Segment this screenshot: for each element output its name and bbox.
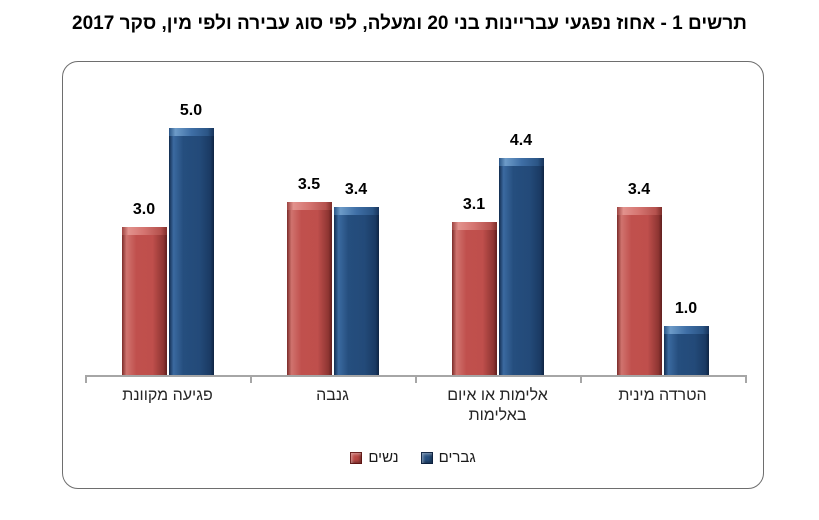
bar-men-2	[333, 207, 379, 375]
bar-value-label-women-2: 3.5	[297, 176, 321, 193]
x-axis-tick-0	[85, 375, 87, 383]
plot-area: 3.0 5.0 3.5 3.4 3.1 4.4 3.4 1.0	[85, 102, 745, 375]
bar-men-4	[663, 326, 709, 375]
bar-women-1	[121, 227, 167, 375]
bar-men-3	[498, 158, 544, 375]
bar-value-label-men-1: 5.0	[179, 102, 203, 119]
x-axis-tick-2	[415, 375, 417, 383]
bar-value-label-men-2: 3.4	[344, 181, 368, 198]
x-axis-label-text-4: הטרדה מינית	[618, 387, 707, 404]
bar-wrap-men-1: 5.0	[168, 102, 214, 375]
bar-value-label-men-4: 1.0	[674, 300, 698, 317]
bar-value-label-women-4: 3.4	[627, 181, 651, 198]
bar-group-1: 3.0 5.0	[85, 102, 250, 375]
x-axis-ticks	[85, 375, 747, 383]
bar-women-2	[286, 202, 332, 375]
bar-group-2: 3.5 3.4	[250, 128, 415, 375]
x-axis-tick-4	[745, 375, 747, 383]
legend-swatch-women-icon	[350, 451, 363, 464]
bar-wrap-men-4: 1.0	[663, 128, 709, 375]
plot-frame: 3.0 5.0 3.5 3.4 3.1 4.4 3.4 1.0 פגיעה מקוונת גנב…	[62, 61, 764, 489]
bar-value-label-women-1: 3.0	[132, 201, 156, 218]
bar-women-3	[451, 222, 497, 375]
bar-wrap-women-3: 3.1	[451, 128, 497, 375]
legend-label-men: גברים	[438, 449, 476, 466]
chart-title: תרשים 1 - אחוז נפגעי עבריינות בני 20 ומע…	[72, 13, 747, 34]
x-axis-label-text-1: פגיעה מקוונת	[122, 387, 213, 404]
bar-wrap-men-3: 4.4	[498, 128, 544, 375]
x-axis-label-text-3: אלימות או איום באלימות	[447, 387, 548, 424]
legend: נשים גברים	[63, 449, 763, 466]
bar-wrap-women-4: 3.4	[616, 128, 662, 375]
bar-wrap-women-2: 3.5	[286, 128, 332, 375]
x-axis-label-text-2: גנבה	[316, 387, 349, 404]
x-axis-label-2: גנבה	[250, 386, 415, 426]
bar-women-4	[616, 207, 662, 375]
x-axis-labels: פגיעה מקוונת גנבה אלימות או איום באלימות הט…	[85, 386, 745, 426]
x-axis-tick-1	[250, 375, 252, 383]
bar-group-4: 3.4 1.0	[580, 128, 745, 375]
bar-wrap-men-2: 3.4	[333, 128, 379, 375]
legend-item-men: גברים	[420, 449, 476, 466]
legend-item-women: נשים	[350, 449, 399, 466]
bar-value-label-men-3: 4.4	[509, 132, 533, 149]
bar-men-1	[168, 128, 214, 375]
bar-value-label-women-3: 3.1	[462, 196, 486, 213]
x-axis-label-3: אלימות או איום באלימות	[415, 386, 580, 426]
x-axis-label-4: הטרדה מינית	[580, 386, 745, 426]
bar-group-3: 3.1 4.4	[415, 128, 580, 375]
bar-wrap-women-1: 3.0	[121, 128, 167, 375]
legend-swatch-men-icon	[420, 451, 433, 464]
x-axis-label-1: פגיעה מקוונת	[85, 386, 250, 426]
legend-label-women: נשים	[368, 449, 399, 466]
x-axis-tick-3	[580, 375, 582, 383]
